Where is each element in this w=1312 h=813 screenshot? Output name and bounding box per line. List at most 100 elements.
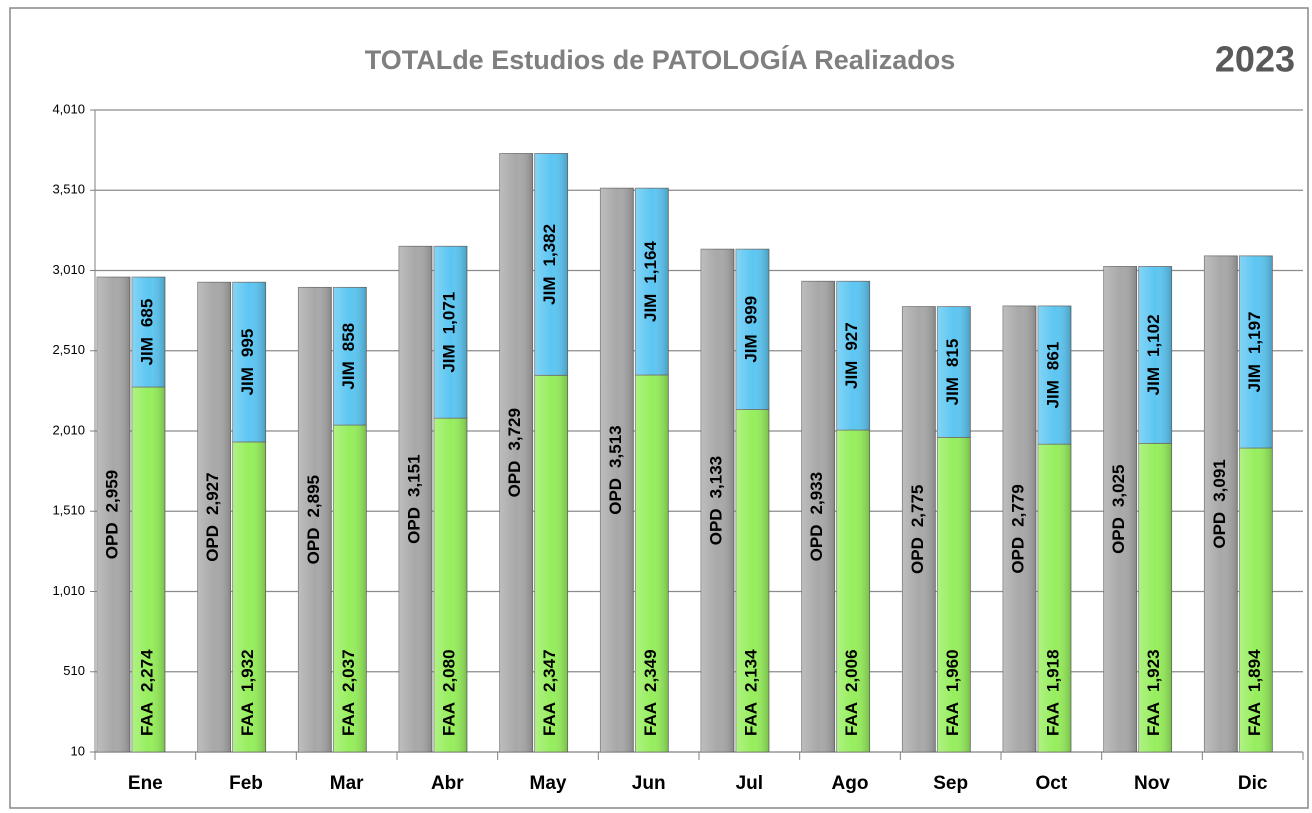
- value-text: 927: [843, 322, 862, 350]
- bar-shade: [434, 418, 467, 752]
- value-text: 2,775: [908, 485, 927, 528]
- y-tick-label: 510: [63, 663, 85, 678]
- series-name: FAA: [943, 702, 962, 736]
- value-label: JIM 861: [1044, 342, 1063, 409]
- bar-shade: [836, 430, 870, 752]
- value-label: JIM 1,382: [541, 224, 560, 305]
- value-label: FAA 2,349: [641, 649, 660, 736]
- bar-shade: [1038, 305, 1071, 445]
- value-text: 1,102: [1145, 314, 1164, 357]
- value-text: 1,894: [1245, 649, 1264, 692]
- chart-frame: [9, 7, 1309, 809]
- bar-shade: [736, 249, 769, 410]
- value-text: 2,006: [843, 649, 862, 692]
- bar-shade: [1204, 255, 1238, 752]
- x-tick-label: Nov: [1134, 773, 1170, 794]
- y-tick-label: 10: [71, 743, 85, 758]
- value-label: JIM 1,197: [1245, 312, 1264, 393]
- value-label: FAA 1,918: [1044, 649, 1063, 736]
- series-name: FAA: [742, 702, 761, 736]
- bar-shade: [132, 277, 165, 388]
- series-name: FAA: [541, 702, 560, 736]
- bar-shade: [836, 281, 870, 431]
- series-name: OPD: [908, 537, 927, 574]
- y-tick-label: 1,510: [52, 503, 85, 518]
- bar-shade: [635, 374, 669, 752]
- value-label: JIM 1,071: [440, 292, 459, 373]
- value-text: 999: [742, 296, 761, 324]
- value-text: 1,197: [1245, 312, 1264, 355]
- chart-year: 2023: [1215, 39, 1295, 80]
- bar-shade: [635, 188, 669, 375]
- bar-shade: [1239, 255, 1273, 449]
- series-name: OPD: [606, 478, 625, 515]
- bar-shade: [701, 249, 734, 752]
- value-label: OPD 2,927: [204, 472, 223, 561]
- value-label: FAA 2,134: [742, 649, 761, 736]
- value-label: FAA 1,894: [1245, 649, 1264, 736]
- value-label: FAA 2,347: [541, 649, 560, 736]
- y-tick-label: 3,010: [52, 262, 85, 277]
- value-text: 1,164: [641, 241, 660, 284]
- value-text: 1,923: [1145, 649, 1164, 692]
- value-label: FAA 1,960: [943, 649, 962, 736]
- value-label: OPD 3,729: [506, 408, 525, 497]
- series-name: OPD: [1009, 537, 1028, 574]
- value-label: JIM 858: [339, 323, 358, 390]
- series-name: FAA: [239, 702, 258, 736]
- y-tick-label: 4,010: [52, 101, 85, 116]
- value-label: FAA 2,037: [339, 649, 358, 736]
- bar-shade: [1138, 443, 1172, 752]
- value-text: 2,933: [808, 472, 827, 515]
- x-tick-label: Ene: [128, 773, 163, 794]
- value-label: OPD 2,775: [908, 485, 927, 574]
- value-label: OPD 3,151: [405, 454, 424, 543]
- series-name: JIM: [339, 361, 358, 389]
- value-label: JIM 927: [843, 322, 862, 389]
- x-tick-label: May: [530, 773, 567, 794]
- value-text: 1,932: [239, 649, 258, 692]
- bar-shade: [232, 282, 266, 442]
- bar-shade: [232, 441, 266, 752]
- bar-shade: [434, 246, 467, 419]
- bar-shade: [1038, 444, 1071, 752]
- series-name: FAA: [843, 702, 862, 736]
- bar-shade: [197, 282, 231, 752]
- value-text: 1,960: [943, 649, 962, 692]
- bar-shade: [499, 153, 533, 753]
- series-name: FAA: [1044, 702, 1063, 736]
- series-name: OPD: [405, 507, 424, 544]
- value-text: 861: [1044, 342, 1063, 370]
- value-text: 995: [239, 329, 258, 357]
- bar-shade: [97, 277, 130, 752]
- x-tick-label: Ago: [832, 773, 869, 794]
- series-name: OPD: [506, 461, 525, 498]
- value-text: 815: [943, 339, 962, 367]
- series-name: OPD: [103, 522, 122, 559]
- y-tick-label: 3,510: [52, 182, 85, 197]
- bar-shade: [1239, 448, 1273, 752]
- value-label: OPD 2,895: [304, 475, 323, 564]
- bar-shade: [736, 409, 769, 752]
- series-name: JIM: [943, 377, 962, 405]
- value-label: OPD 2,933: [808, 472, 827, 561]
- bar-shade: [333, 425, 367, 752]
- series-name: FAA: [138, 702, 157, 736]
- value-label: JIM 685: [138, 299, 157, 366]
- y-tick-label: 2,010: [52, 422, 85, 437]
- value-text: 2,080: [440, 649, 459, 692]
- series-name: OPD: [204, 525, 223, 562]
- value-text: 3,513: [606, 425, 625, 468]
- bar-shade: [534, 153, 568, 376]
- value-text: 1,918: [1044, 649, 1063, 692]
- value-label: FAA 1,923: [1145, 649, 1164, 736]
- value-text: 858: [339, 323, 358, 351]
- bar-shade: [399, 246, 432, 752]
- series-name: JIM: [1245, 364, 1264, 392]
- series-name: JIM: [138, 337, 157, 365]
- value-text: 3,133: [707, 456, 726, 499]
- value-label: OPD 3,091: [1210, 459, 1229, 548]
- x-tick-label: Jul: [736, 773, 763, 794]
- value-text: 2,927: [204, 472, 223, 515]
- bar-shade: [600, 188, 634, 752]
